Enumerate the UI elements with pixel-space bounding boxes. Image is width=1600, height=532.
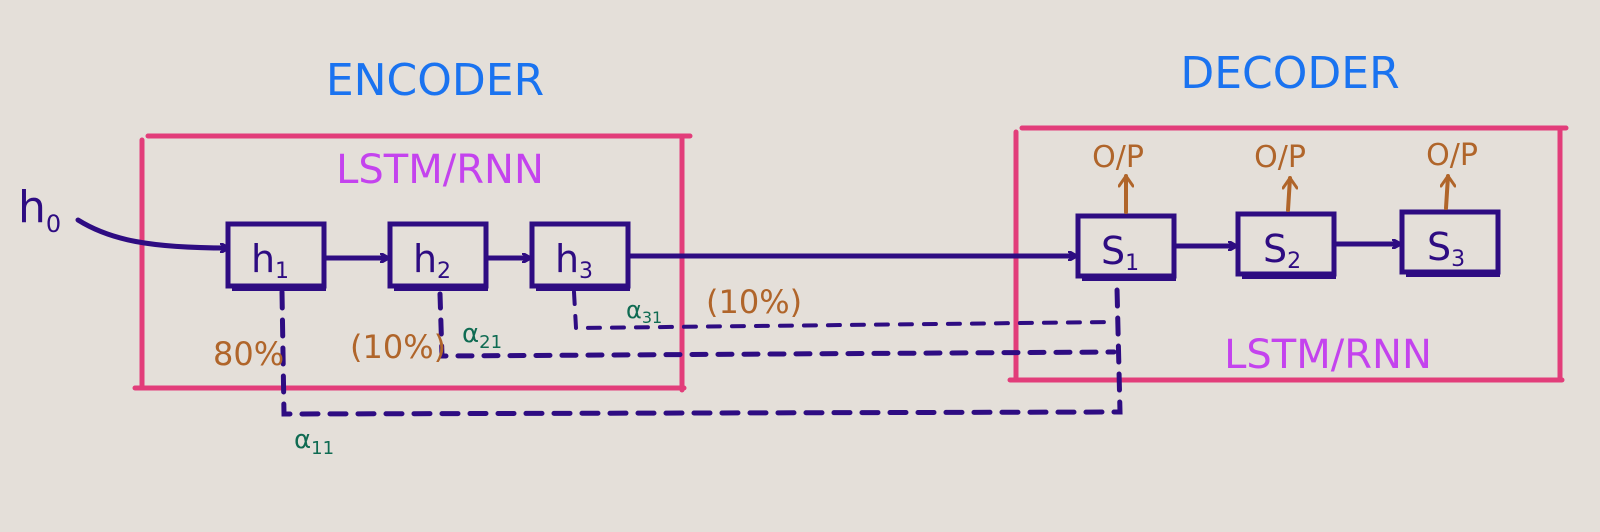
attention-line-h2 [437, 291, 1117, 359]
decoder-box-label: LSTM/RNN [1224, 332, 1432, 378]
attention-line-h1 [279, 285, 1123, 417]
output-label-s1: O/P [1092, 140, 1144, 175]
svg-text:S3: S3 [1427, 225, 1465, 272]
encoder-cell-h1: h1 [225, 221, 327, 291]
attention-weight-h2: (10%) [350, 328, 446, 366]
attention-weight-h3: (10%) [706, 283, 802, 321]
encoder-cell-h2: h2 [387, 221, 489, 291]
svg-text:h3: h3 [555, 237, 593, 284]
output-arrow-s2 [1288, 176, 1290, 212]
decoder-cell-s2: S2 [1235, 211, 1337, 279]
attention-weight-h1: 80% [213, 335, 284, 373]
encoder-title: ENCODER [326, 55, 544, 106]
svg-text:S2: S2 [1263, 227, 1301, 274]
output-label-s2: O/P [1254, 140, 1306, 175]
encoder-box [132, 133, 693, 393]
decoder-cell-s1: S1 [1075, 213, 1177, 281]
decoder-cell-s3: S3 [1399, 209, 1501, 277]
initial-state-label: h0 [18, 182, 61, 238]
alpha-11-label: α11 [294, 425, 334, 459]
output-label-s3: O/P [1426, 138, 1478, 173]
decoder-title: DECODER [1180, 48, 1399, 99]
initial-state-arrow [75, 217, 231, 248]
encoder-cell-h3: h3 [529, 221, 631, 291]
svg-text:h1: h1 [251, 237, 289, 284]
attention-line-h3 [572, 290, 1116, 331]
svg-text:h2: h2 [413, 237, 451, 284]
alpha-21-label: α21 [462, 319, 502, 353]
alpha-31-label: α31 [626, 296, 662, 327]
svg-text:S1: S1 [1101, 229, 1139, 276]
encoder-box-label: LSTM/RNN [336, 147, 544, 193]
output-arrow-s3 [1446, 174, 1448, 210]
